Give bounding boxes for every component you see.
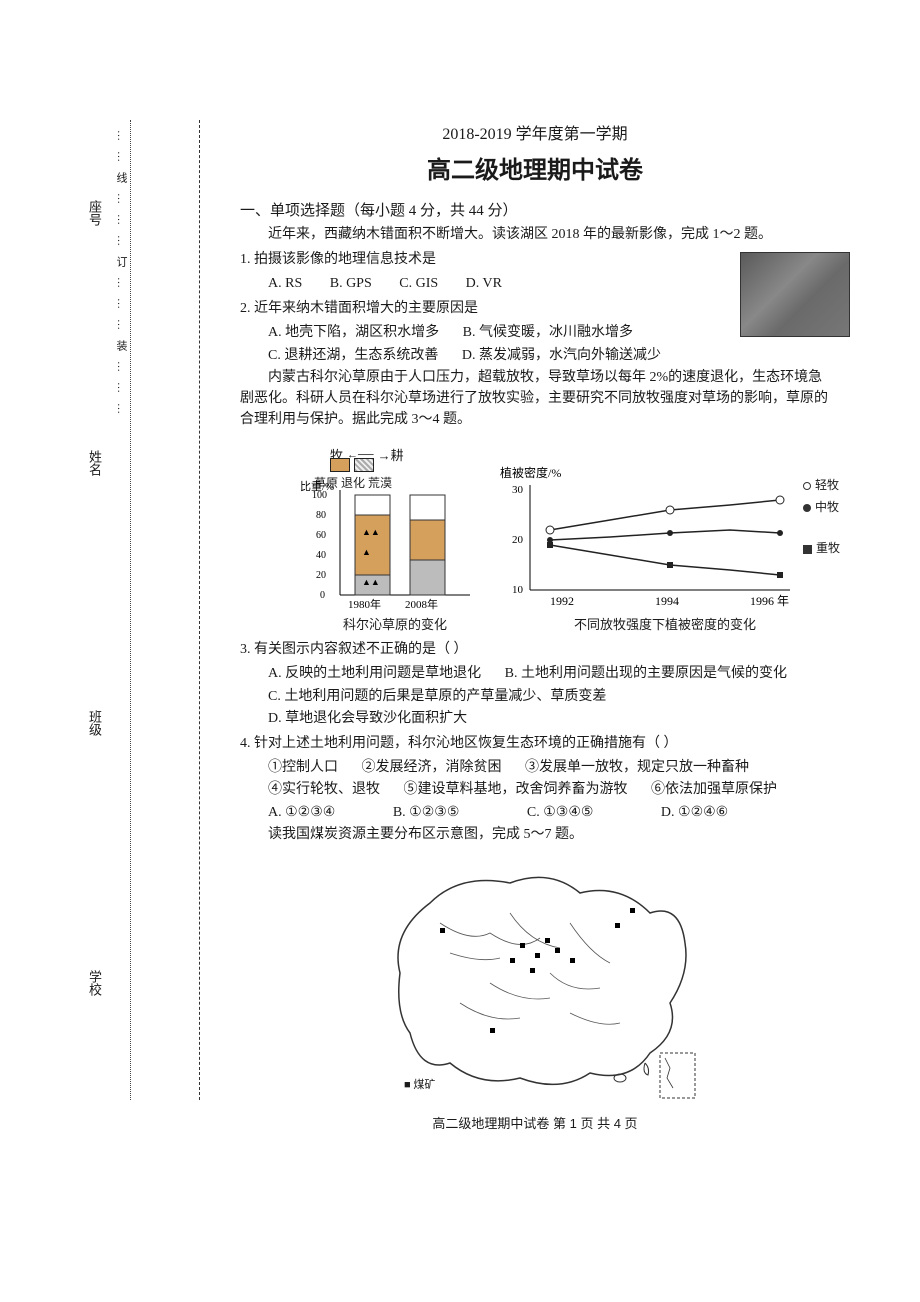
map-legend: ■ 煤矿 xyxy=(400,1075,439,1093)
chart2-caption: 不同放牧强度下植被密度的变化 xyxy=(500,614,830,633)
charts-row: 牧←──→耕 草原 退化 荒漠 比重/% 0 20 40 60 xyxy=(300,440,830,633)
q3-stem: 3. 有关图示内容叙述不正确的是（ ） xyxy=(240,639,830,661)
chart2-legend: 轻牧 中牧 重牧 xyxy=(803,475,840,560)
q4-C: C. ①③④⑤ xyxy=(527,802,594,824)
q1-B: B. GPS xyxy=(330,273,372,295)
chart1-wrap: 牧←──→耕 草原 退化 荒漠 比重/% 0 20 40 60 xyxy=(300,440,490,633)
q4-items-r2: ④实行轮牧、退牧 ⑤建设草料基地，改舍饲养畜为游牧 ⑥依法加强草原保护 xyxy=(240,779,830,801)
svg-text:1980年: 1980年 xyxy=(348,597,381,610)
q2-C: C. 退耕还湖，生态系统改善 xyxy=(268,345,438,367)
chart1-caption: 科尔沁草原的变化 xyxy=(300,614,490,633)
label-school: 学校 xyxy=(85,970,104,996)
legend-medium: 中牧 xyxy=(815,500,839,514)
chart2: 植被密度/% 10 20 30 xyxy=(500,465,830,610)
q4-i6: ⑥依法加强草原保护 xyxy=(651,779,777,801)
q1-C: C. GIS xyxy=(399,273,438,295)
svg-text:30: 30 xyxy=(512,484,524,496)
svg-text:20: 20 xyxy=(512,534,524,546)
svg-text:20: 20 xyxy=(316,570,326,581)
q4-A: A. ①②③④ xyxy=(268,802,335,824)
label-name: 姓名 xyxy=(85,450,104,476)
page-container: 2018-2019 学年度第一学期 高二级地理期中试卷 一、单项选择题（每小题 … xyxy=(130,120,830,1132)
q4-i5: ⑤建设草料基地，改舍饲养畜为游牧 xyxy=(404,779,628,801)
svg-text:1994: 1994 xyxy=(655,594,679,608)
light-marker-icon xyxy=(803,482,811,490)
q3-A: A. 反映的土地利用问题是草地退化 xyxy=(268,663,481,685)
chart2-wrap: 植被密度/% 10 20 30 xyxy=(500,465,830,633)
q4-i1: ①控制人口 xyxy=(268,757,338,779)
header-term: 2018-2019 学年度第一学期 xyxy=(240,120,830,144)
q4-stem: 4. 针对上述土地利用问题，科尔沁地区恢复生态环境的正确措施有（ ） xyxy=(240,733,830,755)
q4-i4: ④实行轮牧、退牧 xyxy=(268,779,380,801)
chart1: 牧←──→耕 草原 退化 荒漠 比重/% 0 20 40 60 xyxy=(300,440,490,610)
section-title: 一、单项选择题（每小题 4 分，共 44 分） xyxy=(240,199,830,220)
q2-A: A. 地壳下陷，湖区积水增多 xyxy=(268,322,439,344)
q4-options: A. ①②③④ B. ①②③⑤ C. ①③④⑤ D. ①②④⑥ xyxy=(240,802,830,824)
q4-i3: ③发展单一放牧，规定只放一种畜种 xyxy=(525,757,749,779)
q1-A: A. RS xyxy=(268,273,302,295)
svg-text:▲: ▲ xyxy=(362,547,371,557)
q2-D: D. 蒸发减弱，水汽向外输送减少 xyxy=(462,345,661,367)
svg-text:0: 0 xyxy=(320,590,325,601)
q1-D: D. VR xyxy=(466,273,502,295)
q4-D: D. ①②④⑥ xyxy=(661,802,728,824)
legend-heavy: 重牧 xyxy=(816,541,840,555)
q3-r1: A. 反映的土地利用问题是草地退化 B. 土地利用问题出现的主要原因是气候的变化 xyxy=(240,663,830,685)
svg-text:80: 80 xyxy=(316,510,326,521)
svg-text:▲▲: ▲▲ xyxy=(362,577,380,587)
q3-C: C. 土地利用问题的后果是草原的产草量减少、草质变差 xyxy=(268,686,606,708)
legend-degraded-icon xyxy=(354,458,374,472)
label-seat: 座号 xyxy=(85,200,104,226)
chart1-legend-boxes xyxy=(330,458,374,472)
binding-marks: ……线………订………装……… xyxy=(113,130,129,424)
q4-items-r1: ①控制人口 ②发展经济，消除贫困 ③发展单一放牧，规定只放一种畜种 xyxy=(240,757,830,779)
q4-i2: ②发展经济，消除贫困 xyxy=(362,757,502,779)
chart2-svg: 植被密度/% 10 20 30 xyxy=(500,465,830,610)
svg-text:▲▲: ▲▲ xyxy=(362,527,380,537)
heavy-marker-icon xyxy=(803,545,812,554)
china-map: ■ 煤矿 xyxy=(370,853,700,1103)
satellite-image xyxy=(740,252,850,337)
label-class: 班级 xyxy=(85,710,104,736)
china-map-svg xyxy=(370,853,700,1103)
svg-text:1992: 1992 xyxy=(550,594,574,608)
content-area: 2018-2019 学年度第一学期 高二级地理期中试卷 一、单项选择题（每小题 … xyxy=(240,120,830,1132)
q2-options-row2: C. 退耕还湖，生态系统改善 D. 蒸发减弱，水汽向外输送减少 xyxy=(240,345,830,367)
q4-B: B. ①②③⑤ xyxy=(393,802,460,824)
intro2: 内蒙古科尔沁草原由于人口压力，超载放牧，导致草场以每年 2%的速度退化，生态环境… xyxy=(240,367,830,430)
medium-marker-icon xyxy=(803,504,811,512)
svg-text:植被密度/%: 植被密度/% xyxy=(500,465,561,480)
svg-text:10: 10 xyxy=(512,584,524,596)
q3-r2: C. 土地利用问题的后果是草原的产草量减少、草质变差 D. 草地退化会导致沙化面… xyxy=(240,686,830,731)
legend-light: 轻牧 xyxy=(815,478,839,492)
intro3: 读我国煤炭资源主要分布区示意图，完成 5～7 题。 xyxy=(240,824,830,845)
svg-text:2008年: 2008年 xyxy=(405,597,438,610)
q2-B: B. 气候变暖，冰川融水增多 xyxy=(463,322,633,344)
page-footer: 高二级地理期中试卷 第 1 页 共 4 页 xyxy=(240,1113,830,1132)
svg-text:100: 100 xyxy=(312,490,327,501)
q3-B: B. 土地利用问题出现的主要原因是气候的变化 xyxy=(505,663,787,685)
chart1-svg: 比重/% 0 20 40 60 80 100 ▲▲ ▲ ▲▲ xyxy=(300,480,490,610)
svg-text:40: 40 xyxy=(316,550,326,561)
svg-text:1996 年: 1996 年 xyxy=(750,594,789,608)
header-title: 高二级地理期中试卷 xyxy=(240,150,830,185)
intro1: 近年来，西藏纳木错面积不断增大。读该湖区 2018 年的最新影像，完成 1～2 … xyxy=(240,224,830,245)
legend-grassland-icon xyxy=(330,458,350,472)
svg-text:60: 60 xyxy=(316,530,326,541)
q3-D: D. 草地退化会导致沙化面积扩大 xyxy=(268,708,467,730)
